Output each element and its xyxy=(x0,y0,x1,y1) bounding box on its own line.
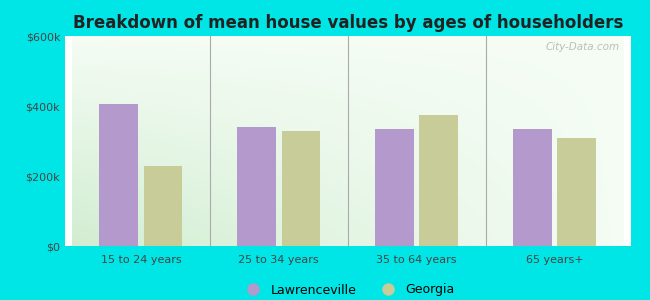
Text: City-Data.com: City-Data.com xyxy=(545,42,619,52)
Legend: Lawrenceville, Georgia: Lawrenceville, Georgia xyxy=(235,277,461,300)
Bar xyxy=(144,166,182,246)
Bar xyxy=(375,129,414,246)
Bar xyxy=(514,129,552,246)
Bar xyxy=(558,137,596,246)
Bar xyxy=(99,104,138,246)
Bar xyxy=(281,130,320,246)
Bar xyxy=(419,115,458,246)
Title: Breakdown of mean house values by ages of householders: Breakdown of mean house values by ages o… xyxy=(73,14,623,32)
Bar xyxy=(237,127,276,246)
